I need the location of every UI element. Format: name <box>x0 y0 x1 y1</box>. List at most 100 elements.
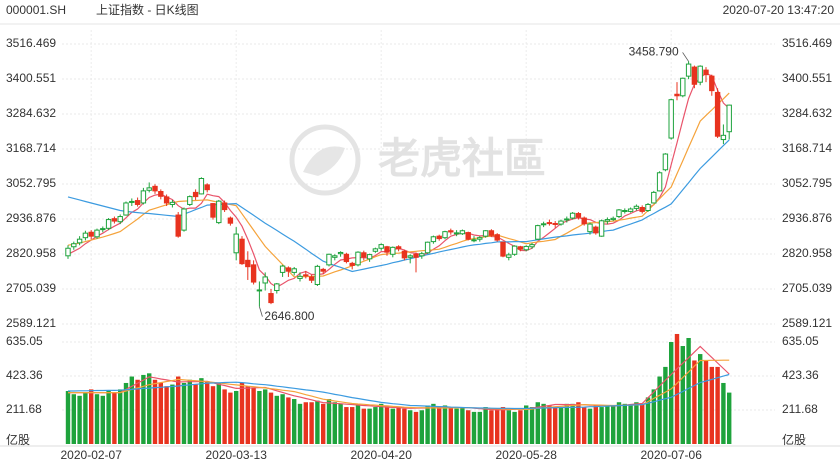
volume-bar <box>89 389 94 444</box>
candle-body <box>71 243 77 248</box>
volume-bar <box>181 382 187 444</box>
candle-body <box>82 232 89 239</box>
volume-bar <box>321 403 326 444</box>
candle-body <box>366 254 373 260</box>
candle-body <box>152 185 158 192</box>
candle-body <box>326 253 332 266</box>
volume-bar <box>129 376 134 444</box>
candle-body <box>274 283 280 292</box>
candle-body <box>163 196 170 204</box>
candle-body <box>575 213 582 218</box>
candle-body <box>65 247 71 257</box>
timestamp: 2020-07-20 13:47:20 <box>723 3 835 17</box>
candle-body <box>158 190 164 197</box>
volume-tick-label: 635.05 <box>6 334 43 348</box>
candle-body <box>587 223 593 233</box>
volume-bar <box>419 410 424 444</box>
volume-bar <box>535 402 540 444</box>
candle-body <box>662 153 669 171</box>
volume-bar <box>709 366 714 444</box>
volume-bar <box>100 395 105 444</box>
candle-body <box>726 104 732 133</box>
watermark-text: 老虎社區 <box>378 135 546 182</box>
volume-bar <box>541 403 546 444</box>
candle-body <box>494 234 500 241</box>
volume-tick-label-right: 423.36 <box>782 368 819 382</box>
volume-bar <box>373 407 378 444</box>
candle-body <box>146 187 152 191</box>
y-tick-label: 2936.876 <box>6 211 56 225</box>
candle-body <box>314 265 321 285</box>
volume-bar <box>205 381 210 444</box>
volume-bar <box>297 403 303 444</box>
volume-bar <box>193 384 198 444</box>
annotation-leader <box>259 306 263 317</box>
volume-bar <box>263 389 268 444</box>
candle-body <box>500 241 506 257</box>
volume-bar <box>593 405 598 444</box>
candle-body <box>140 190 147 204</box>
y-tick-label-right: 3052.795 <box>782 176 832 190</box>
candle-body <box>320 268 326 272</box>
annotation-leader <box>682 52 689 62</box>
candle-body <box>714 91 721 137</box>
volume-bar <box>71 394 76 444</box>
volume-bar <box>147 373 152 444</box>
volume-bar <box>187 379 192 444</box>
candle-body <box>651 191 657 204</box>
volume-bar <box>152 379 158 444</box>
volume-bar <box>77 395 82 444</box>
candle-body <box>169 201 176 205</box>
candle-body <box>256 289 263 292</box>
y-tick-label: 3400.551 <box>6 71 56 85</box>
candle-body <box>100 228 106 231</box>
candle-body <box>419 253 425 257</box>
candle-body <box>239 238 245 265</box>
volume-bar <box>616 402 622 444</box>
volume-bar <box>634 402 639 444</box>
volume-bar <box>65 390 71 444</box>
candle-body <box>343 253 350 263</box>
volume-bar <box>361 408 366 444</box>
y-tick-label-right: 3516.469 <box>782 36 832 50</box>
volume-bar <box>564 403 569 444</box>
candle-body <box>378 244 384 249</box>
volume-bar <box>471 411 477 444</box>
candle-body <box>297 275 303 279</box>
volume-bar <box>402 408 407 444</box>
x-tick-label: 2020-07-06 <box>641 448 703 462</box>
y-tick-label-right: 2589.121 <box>782 316 832 330</box>
volume-bar <box>518 410 523 444</box>
candle-body <box>210 203 216 218</box>
candle-body <box>372 248 379 252</box>
volume-bar <box>483 407 488 444</box>
candle-body <box>517 246 524 250</box>
volume-bar <box>512 411 517 444</box>
candle-body <box>598 220 605 237</box>
ma-line <box>67 92 730 278</box>
volume-bar <box>628 405 633 444</box>
volume-bar <box>390 408 395 444</box>
volume-bar <box>425 405 430 444</box>
candle-body <box>407 255 413 258</box>
volume-bar <box>524 405 529 444</box>
volume-bar <box>477 411 482 444</box>
y-tick-label-right: 2820.958 <box>782 246 832 260</box>
volume-bar <box>500 407 506 444</box>
volume-bar <box>587 408 593 444</box>
candle-body <box>691 66 698 85</box>
volume-bar <box>640 403 645 444</box>
volume-bar <box>437 407 442 444</box>
volume-bar <box>442 405 448 444</box>
candle-body <box>627 208 634 212</box>
volume-bar <box>303 402 308 444</box>
volume-bar <box>466 410 471 444</box>
volume-bar <box>228 392 233 444</box>
volume-bar <box>558 407 564 444</box>
volume-bar <box>495 408 500 444</box>
candle-body <box>250 264 257 283</box>
candle-body <box>488 230 495 236</box>
volume-bar <box>674 333 680 444</box>
volume-bar <box>268 392 274 444</box>
candle-body <box>685 63 692 77</box>
